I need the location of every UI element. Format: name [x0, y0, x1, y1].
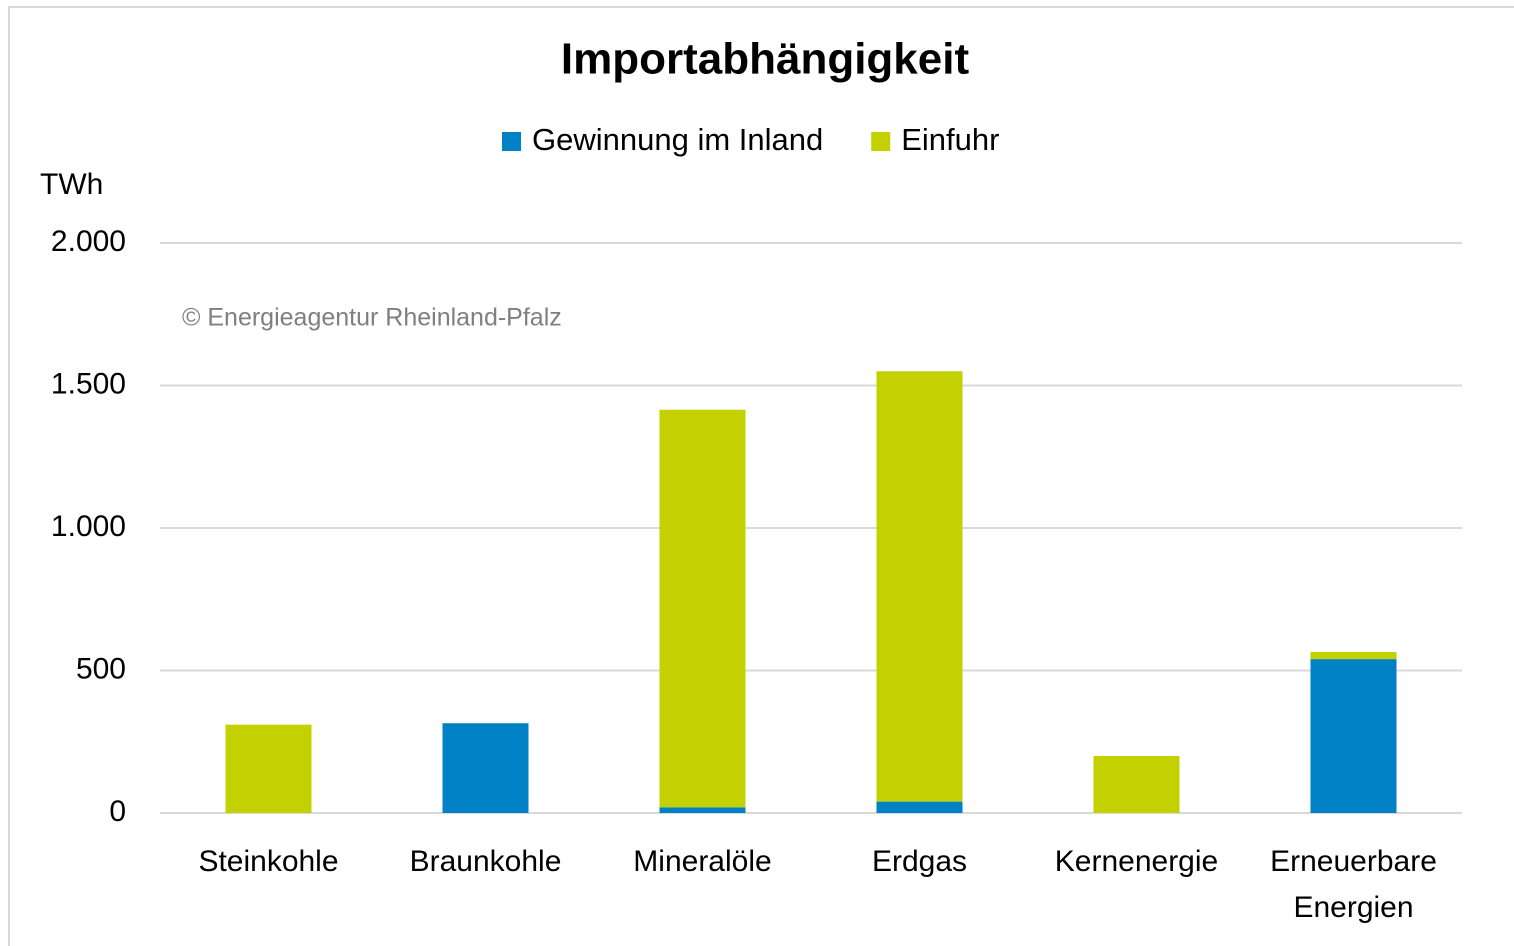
x-tick-label: Kernenergie: [1054, 845, 1219, 878]
y-axis-label: TWh: [40, 168, 103, 201]
bar-segment: [876, 371, 963, 802]
chart-title: Importabhängigkeit: [561, 35, 970, 84]
y-tick-label: 1.500: [51, 367, 126, 400]
x-tick-label: Erdgas: [871, 845, 968, 878]
bar-segment: [1093, 756, 1180, 813]
y-tick-label: 0: [109, 795, 126, 828]
bar-segment: [659, 409, 746, 808]
bar-segment: [442, 723, 529, 813]
bar-segment: [1310, 651, 1397, 660]
y-tick-label: 500: [76, 652, 126, 685]
x-tick-label: Mineralöle: [633, 845, 772, 878]
legend-swatch: [502, 132, 521, 151]
y-tick-label: 1.000: [51, 510, 126, 543]
bar-segment: [659, 807, 746, 813]
legend-label: Gewinnung im Inland: [532, 122, 823, 157]
bar-segment: [225, 724, 312, 813]
x-tick-label: Braunkohle: [409, 845, 562, 878]
bar-segment: [876, 801, 963, 813]
x-tick-label: Erneuerbare Energien: [1270, 845, 1437, 924]
chart-frame: [8, 6, 1514, 946]
legend-swatch: [871, 132, 891, 151]
x-tick-label: Steinkohle: [198, 845, 339, 878]
annotation: © Energieagentur Rheinland-Pfalz: [182, 304, 562, 332]
y-tick-label: 2.000: [51, 225, 126, 258]
bar-segment: [1310, 659, 1397, 813]
legend-label: Einfuhr: [901, 122, 999, 157]
